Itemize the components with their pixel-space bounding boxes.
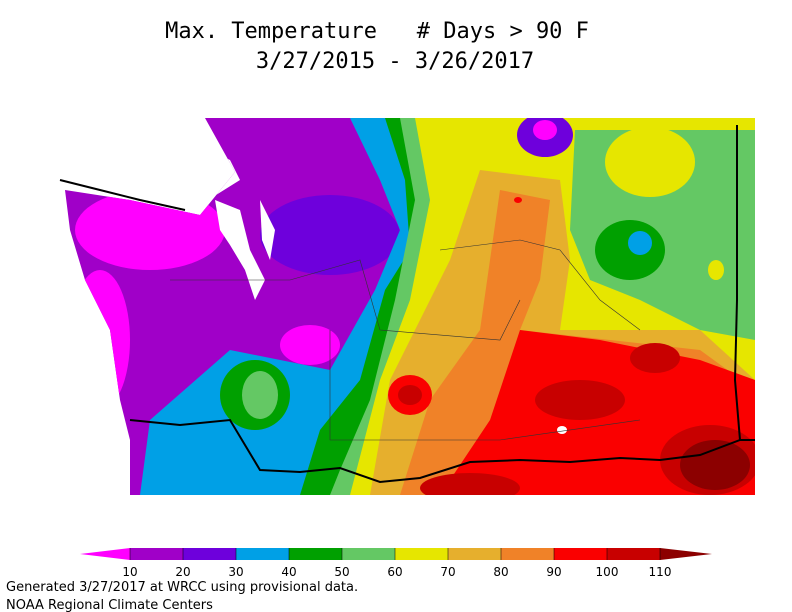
legend-swatch xyxy=(660,548,712,560)
legend-swatch xyxy=(501,548,555,560)
title-line-2: 3/27/2015 - 3/26/2017 xyxy=(256,49,534,74)
legend-swatch xyxy=(236,548,290,560)
legend-tick-label: 10 xyxy=(122,565,137,579)
legend-swatch xyxy=(80,548,130,560)
legend-swatch xyxy=(183,548,237,560)
borders xyxy=(59,125,755,484)
title-line-1: Max. Temperature # Days > 90 F xyxy=(165,19,589,44)
color-legend: 10 20 30 40 50 60 70 80 90 100 110 xyxy=(80,548,712,579)
legend-swatch xyxy=(395,548,449,560)
legend-swatch xyxy=(554,548,608,560)
legend-swatch xyxy=(448,548,502,560)
legend-tick-label: 20 xyxy=(175,565,190,579)
legend-tick-label: 50 xyxy=(334,565,349,579)
footer-line-2: NOAA Regional Climate Centers xyxy=(6,598,213,612)
legend-tick-label: 30 xyxy=(228,565,243,579)
footer-line-1: Generated 3/27/2017 at WRCC using provis… xyxy=(6,580,358,595)
legend-swatch xyxy=(342,548,396,560)
legend-tick-label: 70 xyxy=(440,565,455,579)
legend-swatch xyxy=(607,548,661,560)
legend-swatch xyxy=(289,548,343,560)
legend-tick-label: 90 xyxy=(546,565,561,579)
map xyxy=(65,118,755,495)
legend-tick-label: 110 xyxy=(649,565,672,579)
legend-tick-label: 40 xyxy=(281,565,296,579)
legend-tick-label: 100 xyxy=(596,565,619,579)
legend-tick-label: 60 xyxy=(387,565,402,579)
legend-swatch xyxy=(130,548,184,560)
legend-tick-label: 80 xyxy=(493,565,508,579)
